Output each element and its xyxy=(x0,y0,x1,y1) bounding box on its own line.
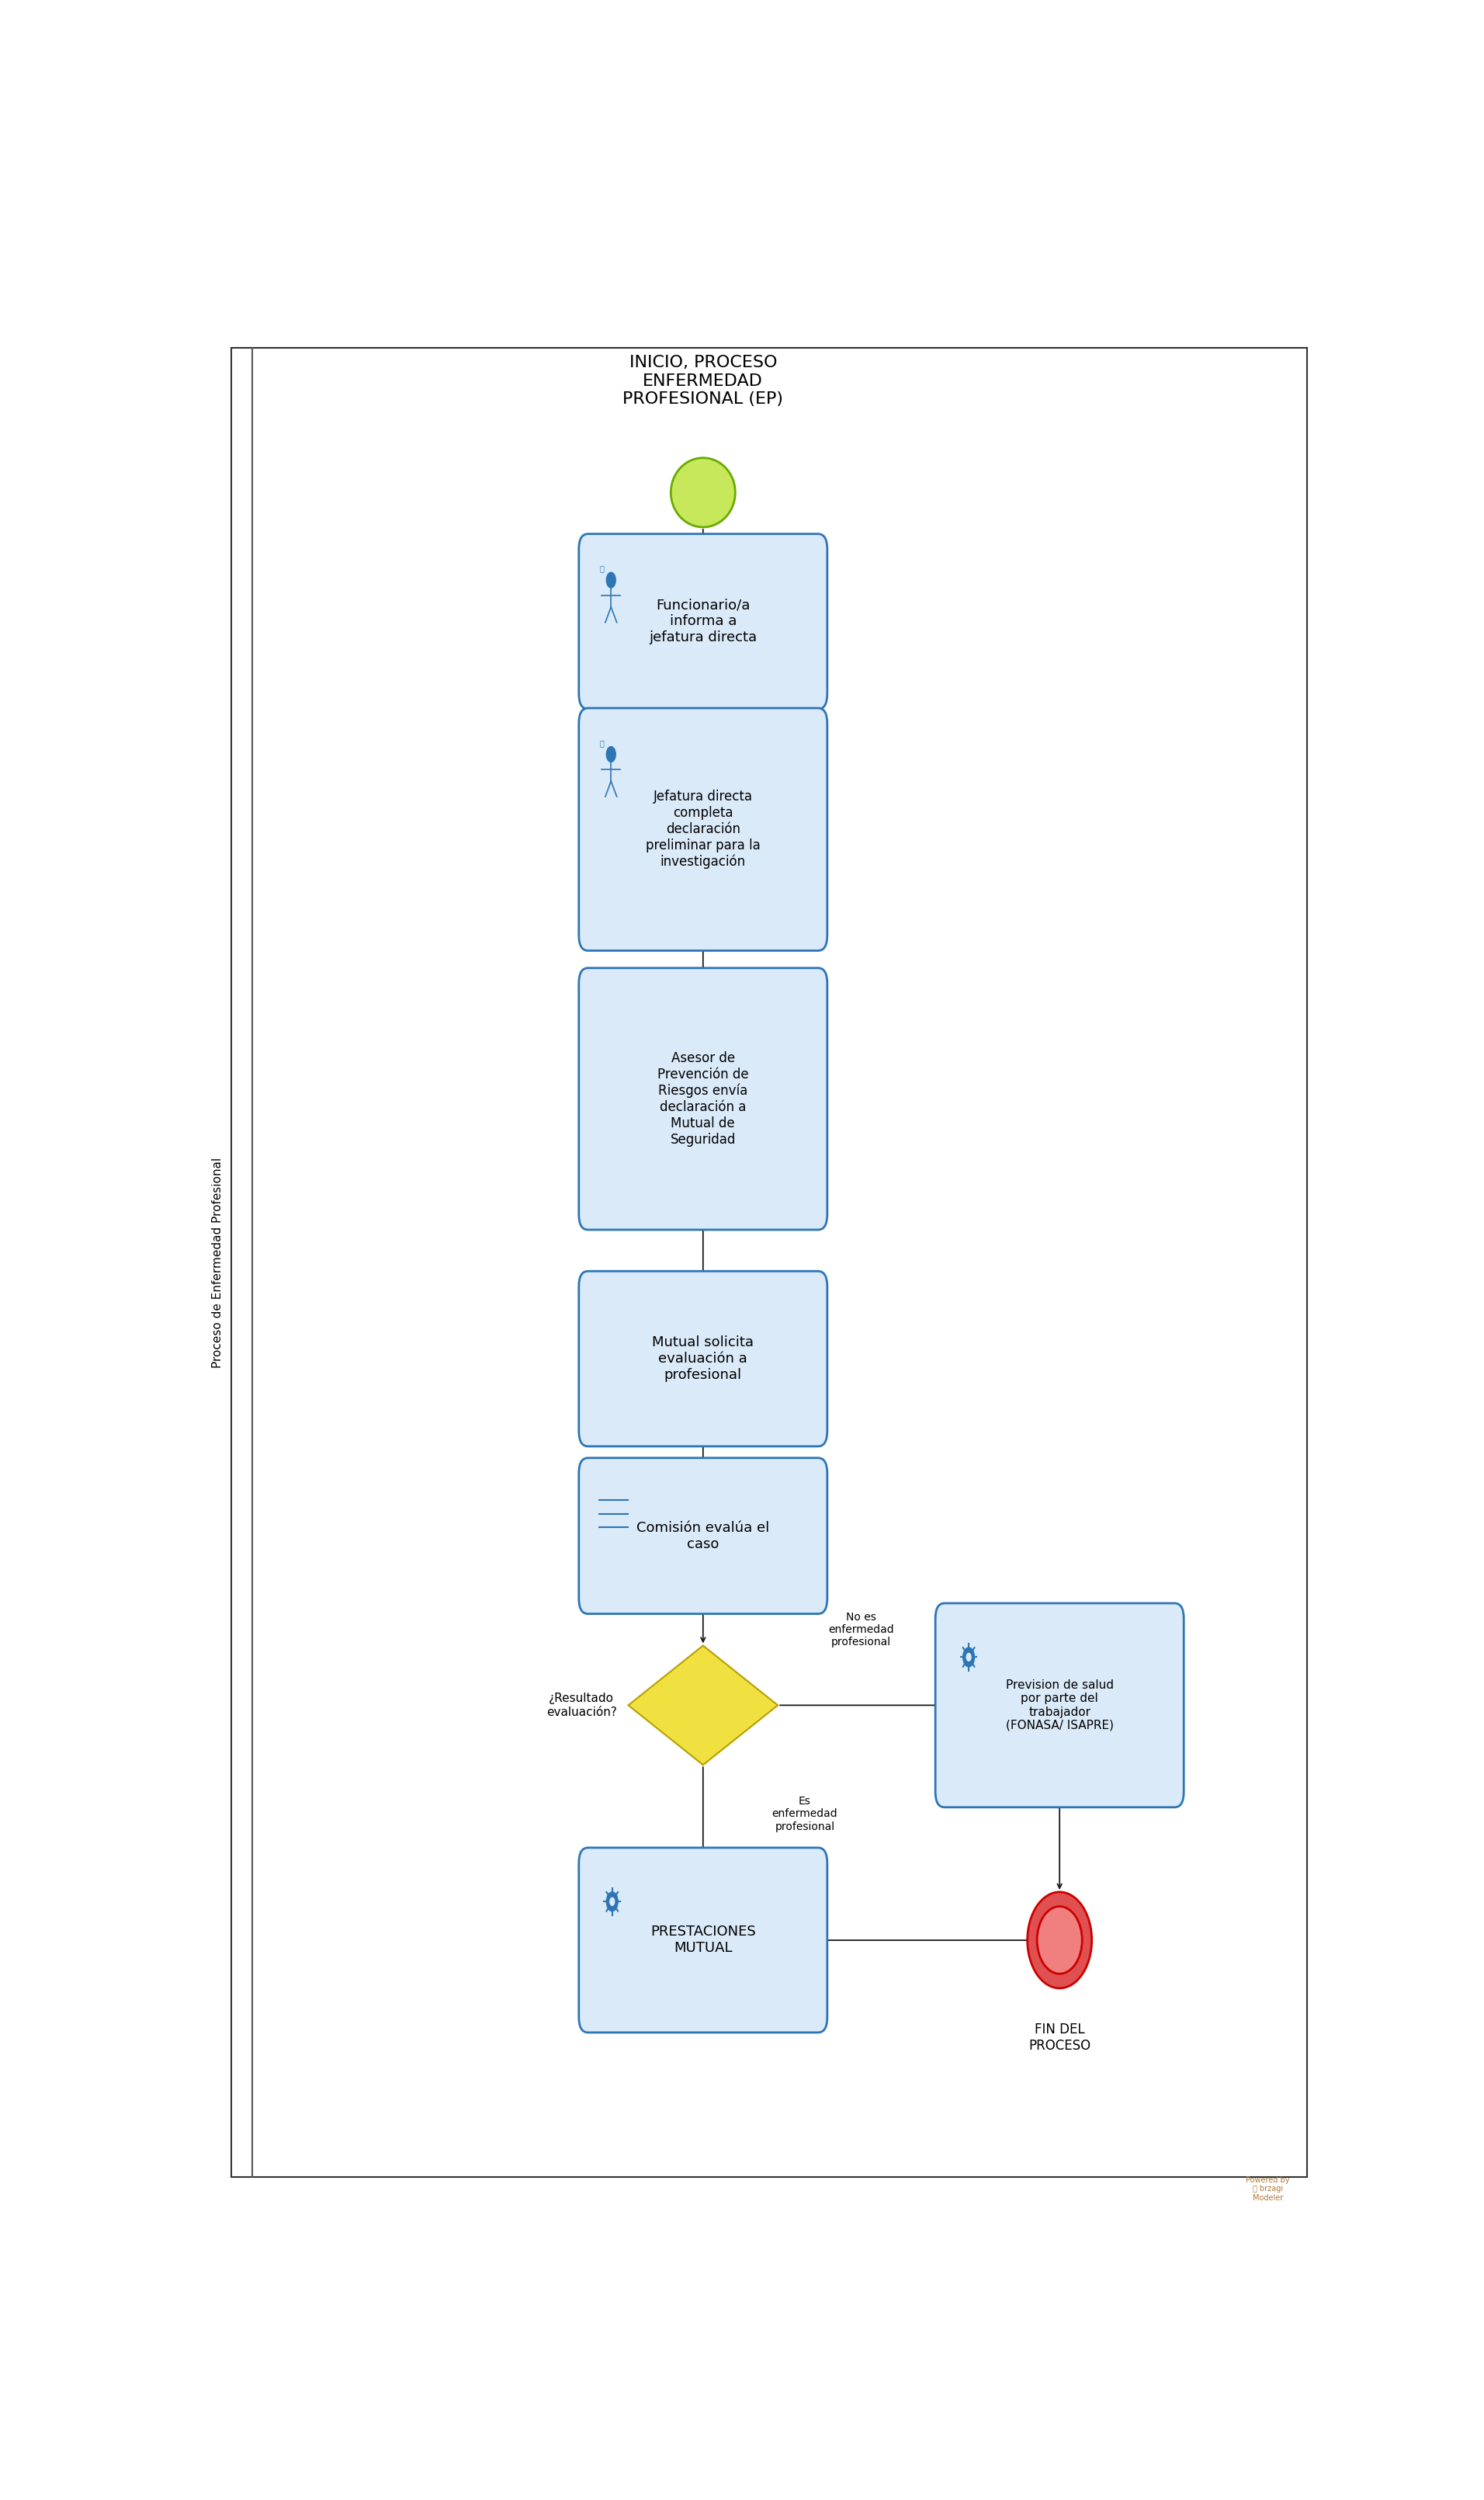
Ellipse shape xyxy=(1027,1892,1092,1988)
Text: Jefatura directa
completa
declaración
preliminar para la
investigación: Jefatura directa completa declaración pr… xyxy=(646,790,760,870)
Text: Powered by
🔷 brzagi
Modeler: Powered by 🔷 brzagi Modeler xyxy=(1245,2175,1290,2202)
Text: 🔔: 🔔 xyxy=(600,565,604,572)
Circle shape xyxy=(610,1898,614,1905)
FancyBboxPatch shape xyxy=(579,968,827,1230)
Text: ¿Resultado
evaluación?: ¿Resultado evaluación? xyxy=(546,1692,617,1718)
Text: Prevision de salud
por parte del
trabajador
(FONASA/ ISAPRE): Prevision de salud por parte del trabaja… xyxy=(1006,1680,1113,1732)
Text: No es
enfermedad
profesional: No es enfermedad profesional xyxy=(828,1613,893,1648)
Text: Asesor de
Prevención de
Riesgos envía
declaración a
Mutual de
Seguridad: Asesor de Prevención de Riesgos envía de… xyxy=(657,1052,749,1148)
Text: Proceso de Enfermedad Profesional: Proceso de Enfermedad Profesional xyxy=(212,1158,224,1368)
FancyBboxPatch shape xyxy=(935,1602,1184,1808)
FancyBboxPatch shape xyxy=(579,1848,827,2032)
Text: Funcionario/a
informa a
jefatura directa: Funcionario/a informa a jefatura directa xyxy=(649,598,757,645)
FancyBboxPatch shape xyxy=(579,707,827,950)
Text: PRESTACIONES
MUTUAL: PRESTACIONES MUTUAL xyxy=(650,1925,755,1955)
Text: FIN DEL
PROCESO: FIN DEL PROCESO xyxy=(1028,2022,1091,2052)
FancyBboxPatch shape xyxy=(579,535,827,710)
Text: 🔔: 🔔 xyxy=(600,740,604,748)
Text: INICIO, PROCESO
ENFERMEDAD
PROFESIONAL (EP): INICIO, PROCESO ENFERMEDAD PROFESIONAL (… xyxy=(623,355,784,408)
Ellipse shape xyxy=(1037,1908,1082,1975)
Circle shape xyxy=(966,1652,971,1660)
Ellipse shape xyxy=(671,458,735,528)
Circle shape xyxy=(607,1892,617,1910)
Polygon shape xyxy=(628,1645,778,1765)
Circle shape xyxy=(963,1648,975,1668)
Text: Comisión evalúa el
caso: Comisión evalúa el caso xyxy=(637,1520,770,1550)
Circle shape xyxy=(607,748,616,762)
Circle shape xyxy=(607,572,616,588)
FancyBboxPatch shape xyxy=(579,1270,827,1448)
Text: Mutual solicita
evaluación a
profesional: Mutual solicita evaluación a profesional xyxy=(651,1335,754,1382)
FancyBboxPatch shape xyxy=(579,1458,827,1615)
Text: Es
enfermedad
profesional: Es enfermedad profesional xyxy=(772,1795,838,1833)
